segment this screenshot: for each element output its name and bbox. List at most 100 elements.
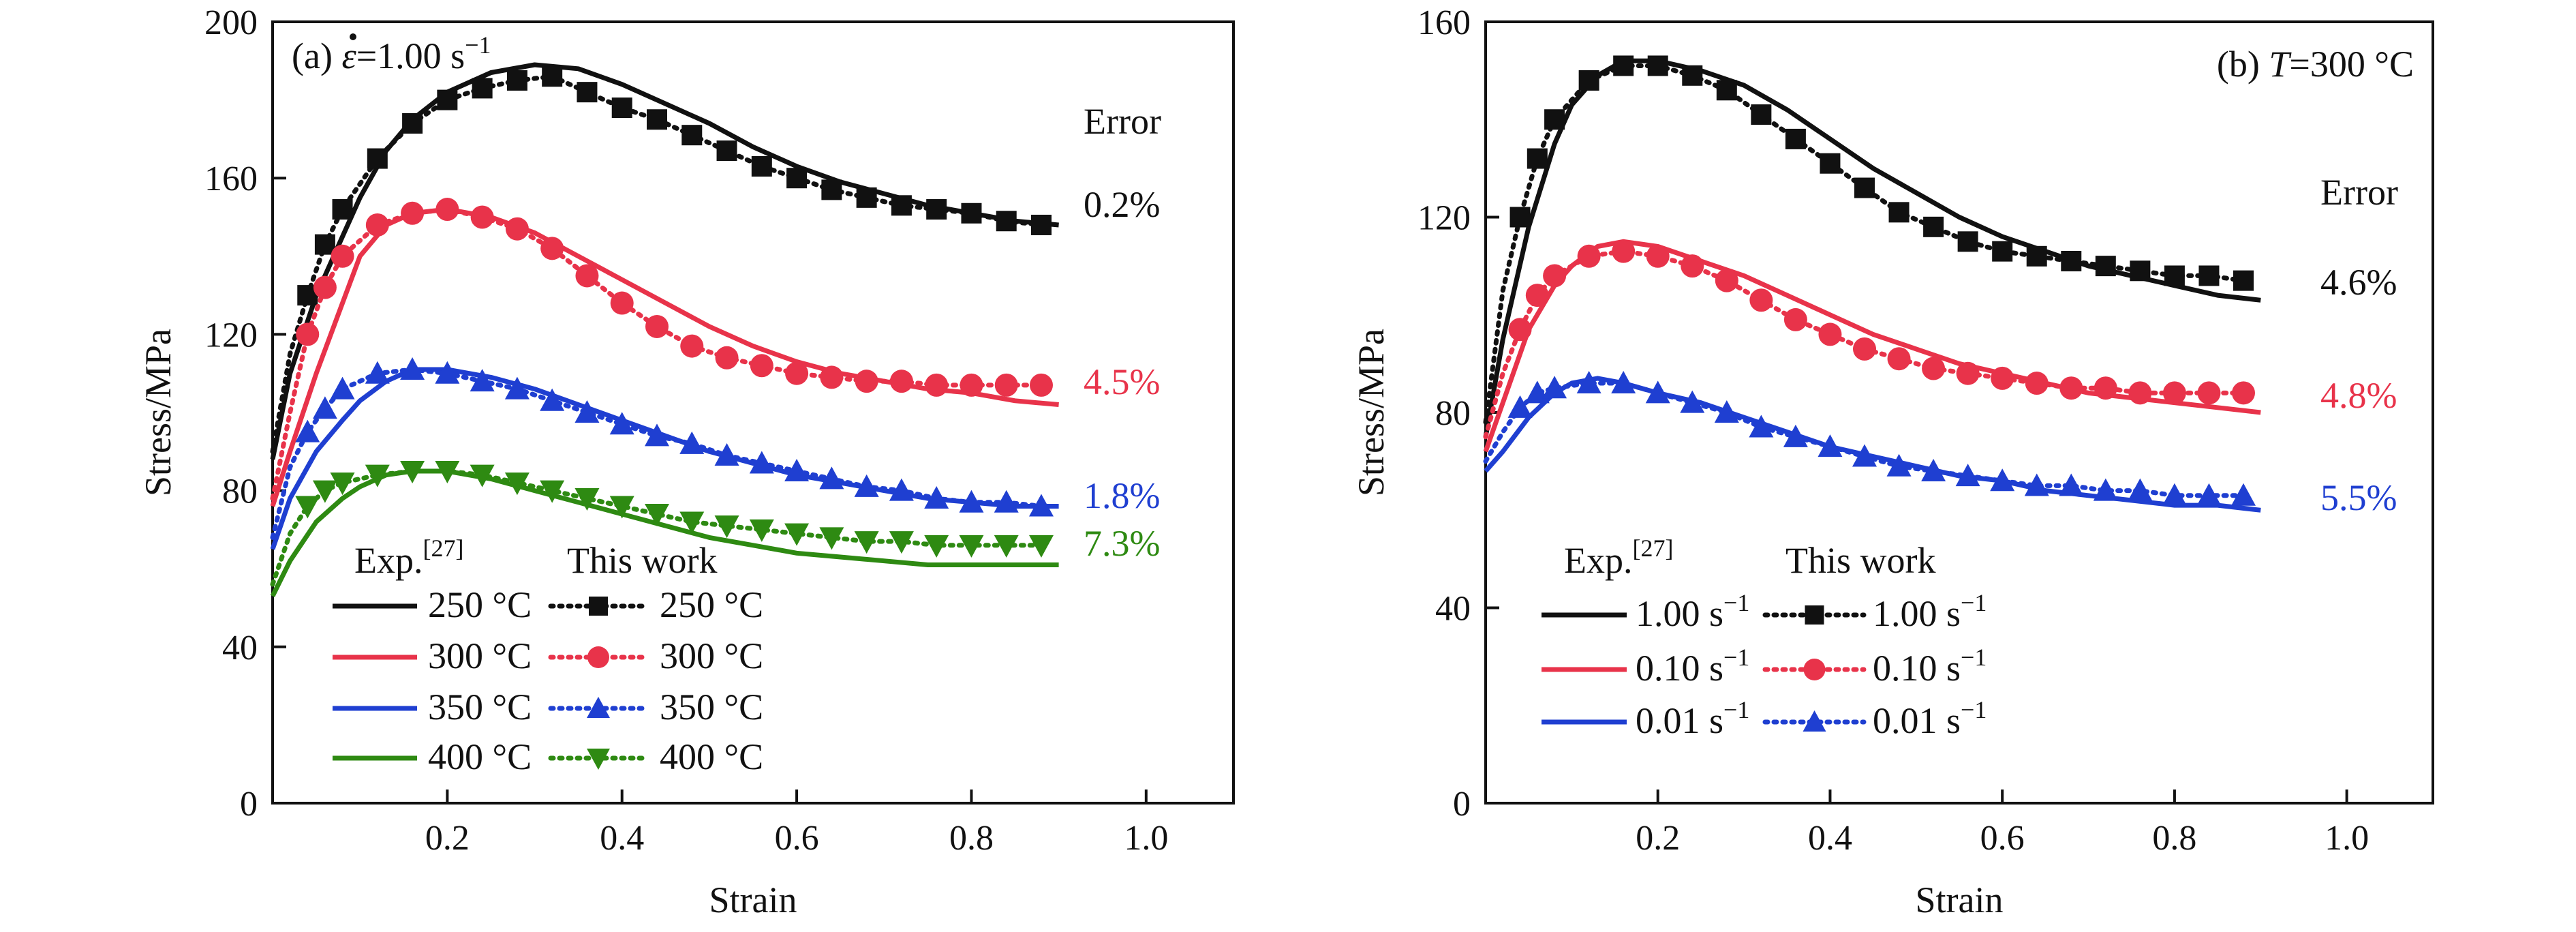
data-point-triangle-down	[645, 503, 669, 526]
data-point-square	[1957, 231, 1978, 252]
data-point-triangle-down	[854, 531, 879, 554]
series-2: 4.8%	[1483, 239, 2397, 453]
data-point-triangle-down	[400, 460, 425, 483]
legend-exp-entry: 350 °C	[428, 687, 532, 727]
legend-entry-sup: −1	[1723, 696, 1749, 723]
data-point-square	[786, 168, 808, 189]
data-point-triangle-up	[854, 474, 879, 497]
data-point-square	[891, 195, 912, 216]
data-point-circle	[1956, 361, 1980, 385]
legend-model-header: This work	[567, 540, 717, 581]
x-tick-label: 0.4	[600, 819, 644, 858]
legend-model-entry: 350 °C	[660, 687, 763, 727]
data-point-circle	[435, 198, 459, 222]
data-point-triangle-up	[1886, 453, 1912, 477]
data-point-circle	[2025, 372, 2049, 395]
data-point-triangle-up	[1749, 415, 1774, 438]
legend-model-entry: 300 °C	[660, 635, 763, 676]
data-point-circle	[2162, 381, 2186, 405]
data-point-triangle-up	[1921, 458, 1946, 481]
data-point-circle	[1991, 366, 2014, 390]
data-point-circle	[1853, 337, 1876, 361]
model-curve	[270, 207, 1044, 501]
data-point-square	[1031, 214, 1052, 235]
error-header: Error	[2320, 172, 2398, 213]
data-point-triangle-up	[1818, 434, 1843, 457]
legend-row: 1.00 s−1 1.00 s−1	[1542, 589, 1987, 634]
data-point-square	[2233, 270, 2254, 291]
legend-exp-label: Exp.	[354, 540, 423, 581]
error-value: 4.5%	[1084, 361, 1160, 402]
legend-entry-main: 0.01 s	[1873, 700, 1961, 741]
panel-annotation-sup: −1	[465, 31, 491, 59]
data-point-triangle-up	[1645, 380, 1670, 404]
series-4: 7.3%	[270, 460, 1160, 597]
data-point-triangle-up	[2024, 473, 2049, 496]
legend-exp-entry: 400 °C	[428, 736, 532, 777]
panel-annotation-prefix: (b)	[2217, 44, 2269, 85]
error-value: 5.5%	[2320, 477, 2397, 518]
legend-exp-entry: 1.00 s−1	[1636, 589, 1749, 634]
data-point-triangle-down	[540, 480, 565, 503]
data-point-square	[1992, 241, 2013, 262]
data-point-triangle-down	[819, 527, 844, 550]
data-point-triangle-up	[1576, 371, 1601, 394]
data-point-triangle-down	[312, 480, 337, 503]
x-tick-label: 0.2	[1636, 819, 1680, 858]
legend-entry-sup: −1	[1961, 696, 1987, 723]
data-point-triangle-up	[400, 357, 425, 380]
panel-annotation-symbol: T	[2269, 44, 2292, 85]
data-point-circle	[296, 322, 320, 346]
legend-marker-triangle-down	[587, 749, 610, 770]
data-point-triangle-up	[714, 443, 739, 466]
data-point-triangle-up	[679, 431, 705, 454]
data-point-square	[1923, 216, 1944, 237]
data-point-triangle-up	[2162, 483, 2187, 506]
series-2: 4.5%	[270, 198, 1160, 507]
data-point-triangle-down	[994, 535, 1019, 558]
legend-exp-label: Exp.	[1564, 540, 1633, 581]
data-point-triangle-down	[295, 496, 320, 519]
series-3: 1.8%	[270, 357, 1160, 550]
legend-entry-main: 1.00 s	[1873, 593, 1961, 634]
data-point-circle	[331, 244, 354, 268]
chart-panel-b: 0 40 80 120 160 0.2 0.4 0.6 0.8 1.0 Strain Stress/M…	[1351, 3, 2434, 920]
x-axis-label: Strain	[1916, 880, 2004, 920]
data-point-square	[1716, 80, 1737, 101]
legend-model-header: This work	[1785, 540, 1935, 581]
y-axis-label: Stress/MPa	[1351, 329, 1392, 496]
data-point-triangle-up	[959, 490, 984, 513]
data-point-square	[1854, 177, 1875, 198]
data-point-triangle-down	[1029, 535, 1054, 558]
experimental-curve	[270, 367, 1059, 550]
data-point-circle	[2059, 376, 2083, 400]
data-point-square	[367, 148, 388, 169]
legend-exp-ref: [27]	[423, 535, 464, 562]
legend-marker-circle	[1803, 659, 1826, 680]
data-point-square	[2095, 256, 2116, 277]
data-point-circle	[1508, 318, 1532, 342]
error-value: 1.8%	[1084, 475, 1160, 516]
data-point-triangle-up	[1955, 464, 1980, 487]
legend-exp-entry: 250 °C	[428, 584, 532, 625]
error-value: 7.3%	[1084, 523, 1160, 564]
legend-entry-main: 0.01 s	[1636, 700, 1723, 741]
data-point-triangle-up	[645, 423, 669, 447]
data-point-circle	[994, 373, 1018, 397]
legend-row: 400 °C 400 °C	[333, 736, 763, 777]
data-point-square	[2164, 265, 2185, 286]
data-point-triangle-down	[714, 515, 739, 539]
data-point-triangle-up	[749, 451, 774, 474]
legend-marker-circle	[587, 646, 609, 668]
data-point-square	[1751, 104, 1772, 125]
plot-frame	[271, 20, 1235, 805]
legend-model-entry: 400 °C	[660, 736, 763, 777]
data-point-circle	[401, 201, 425, 225]
data-point-triangle-down	[924, 535, 949, 558]
panel-annotation-rest: =300 °C	[2289, 44, 2414, 85]
data-point-triangle-down	[365, 464, 390, 487]
data-point-triangle-down	[784, 523, 810, 546]
data-point-circle	[1612, 239, 1636, 263]
